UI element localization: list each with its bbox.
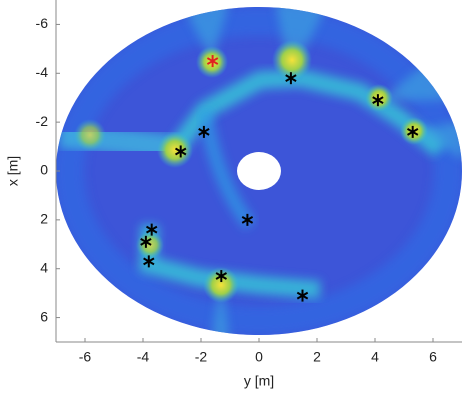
point-stroke bbox=[296, 291, 309, 300]
y-tick-label: 0 bbox=[40, 162, 48, 178]
point-stroke bbox=[146, 225, 158, 234]
point-stroke bbox=[198, 128, 210, 136]
point bbox=[146, 223, 158, 236]
point bbox=[285, 72, 297, 85]
point bbox=[372, 94, 384, 107]
x-axis-label: y [m] bbox=[244, 373, 274, 389]
x-tick-label: 4 bbox=[371, 349, 379, 365]
point-stroke bbox=[285, 74, 297, 83]
point-stroke bbox=[215, 272, 227, 280]
point-stroke bbox=[372, 96, 384, 105]
x-tick-label: 2 bbox=[313, 349, 321, 365]
point-stroke bbox=[241, 215, 254, 224]
point bbox=[140, 235, 152, 248]
point bbox=[215, 270, 227, 283]
point bbox=[198, 125, 210, 138]
y-tick-label: -6 bbox=[36, 15, 49, 31]
point-stroke bbox=[206, 57, 219, 65]
point bbox=[241, 213, 254, 226]
y-axis-label: x [m] bbox=[5, 156, 21, 186]
point bbox=[296, 289, 309, 302]
point-stroke bbox=[140, 237, 152, 246]
x-tick-label: -2 bbox=[195, 349, 208, 365]
y-tick-label: 2 bbox=[40, 211, 48, 227]
y-tick-label: -4 bbox=[36, 64, 49, 80]
point bbox=[175, 145, 187, 158]
y-tick-label: 4 bbox=[40, 259, 48, 275]
x-tick-label: -6 bbox=[79, 349, 92, 365]
point bbox=[407, 125, 419, 138]
point-stroke bbox=[407, 128, 419, 136]
point bbox=[143, 255, 155, 268]
point bbox=[206, 55, 219, 68]
x-tick-label: -4 bbox=[137, 349, 150, 365]
y-tick-label: 6 bbox=[40, 308, 48, 324]
x-tick-label: 0 bbox=[255, 349, 263, 365]
point-stroke bbox=[143, 257, 155, 266]
y-tick-label: -2 bbox=[36, 113, 49, 129]
point-stroke bbox=[175, 147, 187, 156]
x-tick-label: 6 bbox=[429, 349, 437, 365]
